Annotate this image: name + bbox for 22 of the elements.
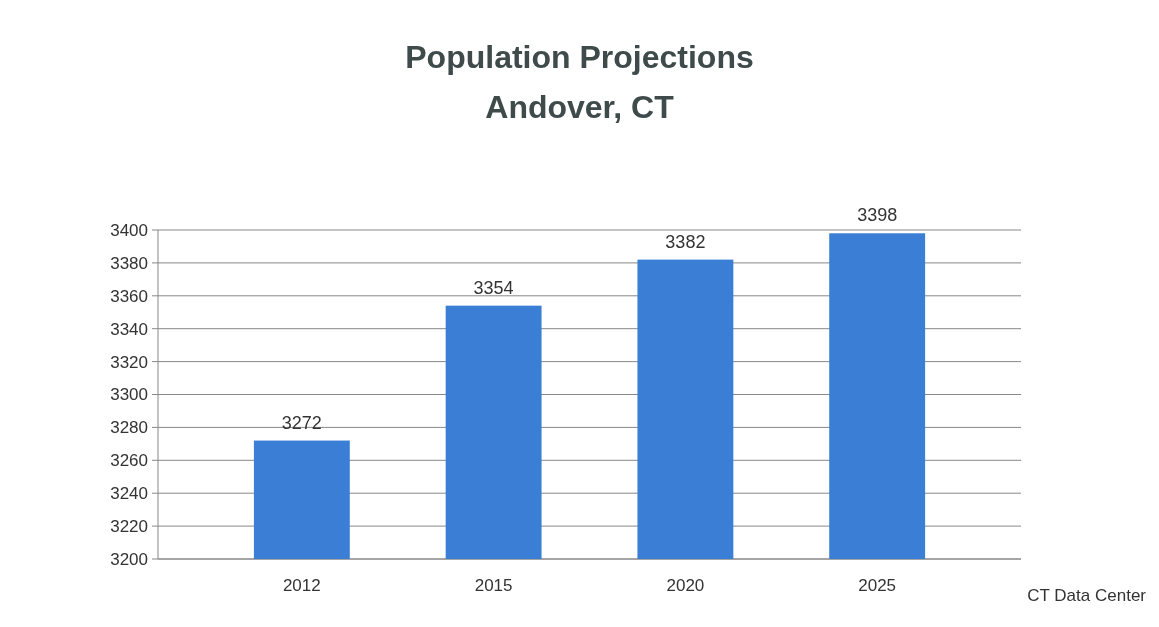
data-label: 3398 — [857, 205, 898, 226]
data-label: 3354 — [473, 277, 514, 298]
y-tick-label: 3260 — [110, 451, 148, 471]
y-tick-label: 3380 — [110, 253, 148, 273]
x-tick-label: 2015 — [474, 576, 513, 595]
data-label: 3382 — [665, 231, 706, 252]
y-tick-label: 3400 — [110, 220, 148, 240]
y-tick-label: 3220 — [110, 517, 148, 537]
y-tick-label: 3200 — [110, 549, 148, 569]
y-tick-label: 3320 — [110, 352, 148, 372]
chart-subtitle: Andover, CT — [485, 89, 675, 125]
x-tick-label: 2025 — [858, 576, 897, 595]
x-tick-label: 2012 — [282, 576, 321, 595]
y-tick-label: 3280 — [110, 418, 148, 438]
y-tick-label: 3300 — [110, 385, 148, 405]
y-tick-label: 3360 — [110, 286, 148, 306]
data-label: 3272 — [281, 412, 322, 433]
y-tick-label: 3340 — [110, 319, 148, 339]
chart-title: Population Projections — [405, 39, 754, 75]
x-tick-label: 2020 — [666, 576, 705, 595]
text: CT Data Center — [1027, 586, 1147, 605]
y-tick-label: 3240 — [110, 484, 148, 504]
